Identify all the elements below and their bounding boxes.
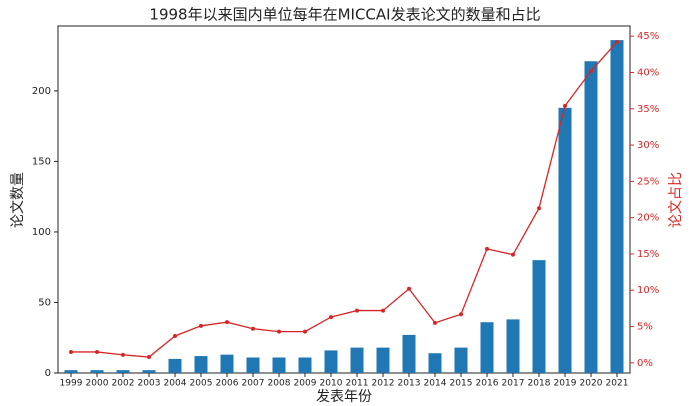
x-tick-label: 2005 [190, 379, 213, 389]
x-tick-label: 2012 [372, 379, 395, 389]
bar [168, 358, 182, 373]
bar [532, 260, 546, 373]
bar [298, 357, 312, 373]
chart-title: 1998年以来国内单位每年在MICCAI发表论文的数量和占比 [149, 6, 540, 24]
x-tick-label: 2015 [450, 379, 473, 389]
line-marker [615, 39, 619, 44]
x-tick-label: 2003 [138, 379, 161, 389]
line-marker [329, 315, 333, 320]
y2-tick-label: 30% [637, 140, 659, 151]
bar [428, 353, 442, 373]
x-tick-label: 2009 [294, 379, 317, 389]
y-axis-label: 论文数量 [10, 172, 26, 228]
bar [246, 357, 260, 373]
y-tick-label: 100 [32, 227, 51, 238]
bar [142, 370, 156, 373]
line-marker [147, 355, 151, 360]
y2-axis-label: 论文占比 [668, 172, 684, 228]
line-marker [199, 323, 203, 328]
y2-tick-label: 40% [637, 67, 659, 78]
x-tick-label: 2008 [268, 379, 291, 389]
line-marker [407, 286, 411, 291]
y-tick-label: 50 [38, 297, 51, 308]
bar [350, 347, 364, 373]
bar [584, 61, 598, 374]
line-marker [225, 320, 229, 325]
line-marker [459, 312, 463, 317]
x-tick-label: 2010 [320, 379, 343, 389]
bar [220, 354, 234, 373]
line-marker [511, 252, 515, 257]
y2-tick-label: 35% [637, 104, 659, 115]
y2-tick-label: 0% [637, 358, 653, 369]
x-tick-label: 1999 [60, 379, 83, 389]
y2-tick-label: 5% [637, 322, 653, 333]
y2-tick-label: 45% [637, 31, 659, 42]
line-marker [173, 333, 177, 338]
line-marker [381, 308, 385, 313]
x-tick-label: 2011 [346, 379, 369, 389]
x-tick-label: 2021 [606, 379, 629, 389]
x-tick-label: 2004 [164, 379, 187, 389]
y-tick-label: 200 [32, 86, 51, 97]
line-marker [537, 206, 541, 211]
bar [272, 357, 286, 373]
bar [454, 347, 468, 373]
y2-tick-label: 25% [637, 176, 659, 187]
y-tick-label: 150 [32, 156, 51, 167]
y2-tick-label: 10% [637, 285, 659, 296]
y2-tick-label: 20% [637, 213, 659, 224]
x-tick-label: 2006 [216, 379, 239, 389]
bar [558, 107, 572, 373]
x-tick-label: 2016 [476, 379, 499, 389]
line-marker [277, 329, 281, 334]
x-tick-label: 2014 [424, 379, 447, 389]
x-axis-label: 发表年份 [316, 389, 372, 405]
x-tick-label: 2018 [528, 379, 551, 389]
y2-tick-label: 15% [637, 249, 659, 260]
line-marker [355, 308, 359, 313]
bar [376, 347, 390, 373]
x-tick-label: 2013 [398, 379, 421, 389]
line-marker [95, 349, 99, 354]
line [71, 41, 618, 358]
bar [324, 350, 338, 373]
x-tick-label: 2019 [554, 379, 577, 389]
bar [480, 322, 494, 373]
x-tick-label: 2020 [580, 379, 603, 389]
x-tick-label: 2000 [86, 379, 109, 389]
bar [506, 319, 520, 373]
line-marker [433, 320, 437, 325]
line-marker [485, 246, 489, 251]
bar [194, 356, 208, 373]
line-marker [251, 326, 255, 331]
line-marker [303, 329, 307, 334]
x-tick-label: 2002 [112, 379, 135, 389]
y-tick-label: 0 [45, 368, 51, 379]
bar [90, 370, 104, 373]
line-marker [563, 103, 567, 108]
bar [64, 370, 78, 373]
line-marker [69, 349, 73, 354]
plot-frame [57, 25, 631, 374]
line-marker [121, 352, 125, 357]
x-tick-label: 2017 [502, 379, 525, 389]
bar [116, 370, 130, 373]
line-marker [589, 69, 593, 74]
bar [610, 40, 624, 374]
bar [402, 334, 416, 373]
x-tick-label: 2007 [242, 379, 265, 389]
